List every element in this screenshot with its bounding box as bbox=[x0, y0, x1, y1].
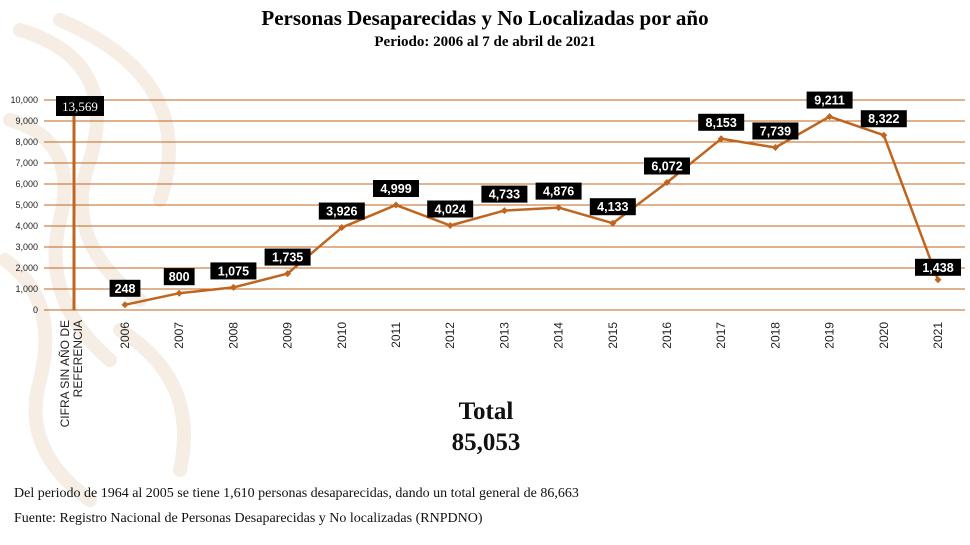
data-point bbox=[500, 207, 508, 215]
data-point bbox=[880, 131, 888, 139]
data-label-box bbox=[644, 157, 690, 175]
data-label-box bbox=[318, 202, 365, 220]
chart-title: Personas Desaparecidas y No Localizadas … bbox=[261, 6, 709, 30]
data-point bbox=[663, 178, 671, 186]
x-tick-label: 2013 bbox=[497, 322, 511, 349]
data-label-box bbox=[163, 268, 195, 286]
x-tick-label: 2006 bbox=[118, 322, 132, 349]
data-label: 800 bbox=[169, 270, 190, 284]
x-axis-tick-labels: 2006 2007 2008 2009 2010 2011 2012 2013 2014 2015… bbox=[118, 322, 945, 349]
data-label-box bbox=[210, 262, 257, 280]
x-tick-label: 2007 bbox=[172, 322, 186, 349]
x-tick-label: 2015 bbox=[606, 322, 620, 349]
data-label-box bbox=[481, 185, 528, 203]
data-point bbox=[771, 143, 779, 151]
y-tick-label: 9,000 bbox=[15, 116, 38, 126]
data-label: 3,926 bbox=[326, 205, 357, 219]
x-tick-label: 2021 bbox=[931, 322, 945, 349]
y-tick-label: 2,000 bbox=[15, 263, 38, 273]
line-chart: 0 1,000 2,000 3,000 4,000 5,000 6,000 7,000 8,00… bbox=[10, 91, 965, 427]
y-tick-label: 6,000 bbox=[15, 179, 38, 189]
data-label: 8,153 bbox=[706, 116, 737, 130]
chart-subtitle: Periodo: 2006 al 7 de abril de 2021 bbox=[374, 34, 596, 50]
y-tick-label: 1,000 bbox=[15, 284, 38, 294]
no-year-category-label-line1: CIFRA SIN AÑO DE bbox=[58, 320, 72, 427]
y-tick-label: 5,000 bbox=[15, 200, 38, 210]
y-tick-label: 0 bbox=[33, 305, 38, 315]
no-year-value-label: 13,569 bbox=[62, 99, 98, 114]
data-label: 248 bbox=[115, 282, 136, 296]
data-label: 8,322 bbox=[868, 112, 899, 126]
data-label: 7,739 bbox=[760, 124, 791, 138]
data-label: 1,735 bbox=[272, 251, 303, 265]
data-labels: 248 800 1,075 1,735 3,926 4,999 4,024 4,733 4,87… bbox=[109, 91, 961, 297]
data-point bbox=[446, 221, 454, 229]
data-label: 4,133 bbox=[597, 200, 628, 214]
no-year-category-label-line2: REFERENCIA bbox=[71, 320, 85, 397]
data-label-box bbox=[806, 91, 853, 109]
data-label-box bbox=[698, 113, 745, 131]
x-tick-label: 2016 bbox=[660, 322, 674, 349]
x-tick-label: 2020 bbox=[877, 322, 891, 349]
x-tick-label: 2010 bbox=[335, 322, 349, 349]
y-axis-tick-labels: 0 1,000 2,000 3,000 4,000 5,000 6,000 7,000 8,00… bbox=[10, 95, 38, 315]
total-value: 85,053 bbox=[451, 429, 521, 456]
x-tick-label: 2012 bbox=[443, 322, 457, 349]
data-label-box bbox=[535, 182, 582, 200]
data-label-box bbox=[589, 198, 636, 216]
data-point bbox=[717, 135, 725, 143]
data-point bbox=[609, 219, 617, 227]
data-point bbox=[555, 204, 563, 212]
x-tick-label: 2017 bbox=[714, 322, 728, 349]
y-tick-label: 10,000 bbox=[10, 95, 38, 105]
data-label-box bbox=[264, 248, 311, 266]
y-tick-label: 3,000 bbox=[15, 242, 38, 252]
data-label: 9,211 bbox=[814, 94, 845, 108]
data-label: 1,075 bbox=[218, 264, 249, 278]
x-tick-label: 2018 bbox=[768, 322, 782, 349]
no-year-value-label-box bbox=[56, 96, 104, 116]
data-label-box bbox=[373, 180, 419, 198]
data-label-box bbox=[915, 258, 961, 276]
data-points bbox=[121, 113, 942, 309]
data-point bbox=[175, 289, 183, 297]
data-label-box bbox=[752, 122, 799, 140]
background-emblem-watermark bbox=[0, 13, 191, 507]
data-label: 4,733 bbox=[489, 188, 520, 202]
y-tick-label: 7,000 bbox=[15, 158, 38, 168]
y-tick-label: 4,000 bbox=[15, 221, 38, 231]
data-label: 6,072 bbox=[651, 159, 682, 173]
data-label-box bbox=[860, 110, 907, 128]
data-point bbox=[826, 113, 834, 121]
x-tick-label: 2011 bbox=[389, 322, 403, 348]
x-tick-label: 2014 bbox=[552, 322, 566, 349]
grid-lines bbox=[44, 99, 965, 311]
data-label: 4,024 bbox=[435, 202, 466, 216]
footnote: Del periodo de 1964 al 2005 se tiene 1,6… bbox=[14, 486, 579, 501]
x-tick-label: 2009 bbox=[281, 322, 295, 349]
data-point bbox=[934, 276, 942, 284]
total-label: Total bbox=[458, 398, 514, 425]
data-label: 4,876 bbox=[543, 185, 574, 199]
x-tick-label: 2008 bbox=[226, 322, 240, 349]
source-note: Fuente: Registro Nacional de Personas De… bbox=[14, 511, 483, 526]
data-point bbox=[338, 224, 346, 232]
data-point bbox=[284, 270, 292, 278]
x-tick-label: 2019 bbox=[823, 322, 837, 349]
data-label-box bbox=[427, 200, 474, 218]
data-label-box bbox=[109, 279, 141, 297]
series-line bbox=[124, 115, 940, 307]
data-point bbox=[121, 301, 129, 309]
data-point bbox=[229, 283, 237, 291]
data-point bbox=[392, 201, 400, 209]
data-label: 4,999 bbox=[380, 182, 411, 196]
data-label: 1,438 bbox=[922, 261, 953, 275]
y-tick-label: 8,000 bbox=[15, 137, 38, 147]
